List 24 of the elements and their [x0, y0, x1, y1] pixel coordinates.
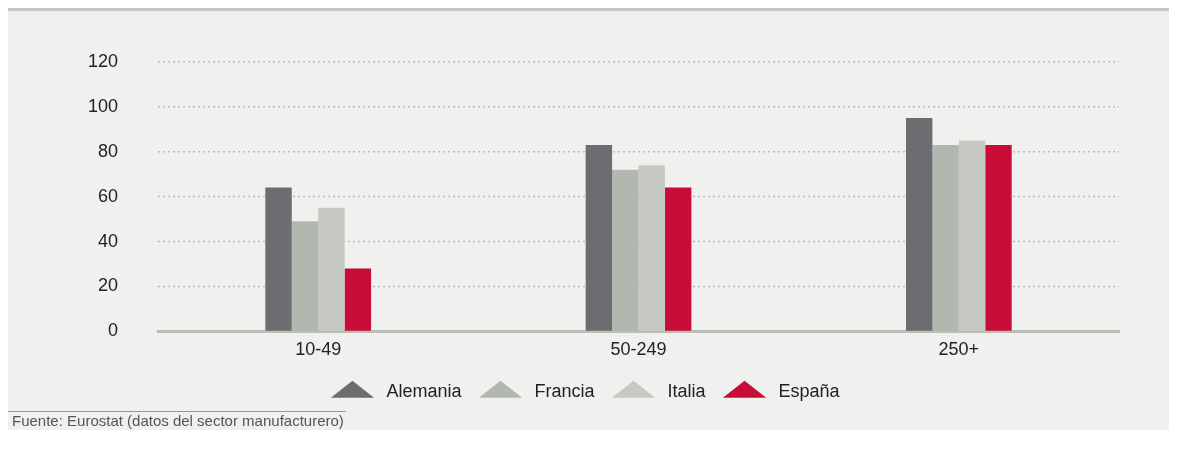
y-tick-label: 80: [98, 140, 119, 161]
legend-label: Italia: [667, 380, 707, 401]
bar: [985, 144, 1012, 331]
y-tick-label: 120: [87, 50, 119, 71]
bar: [638, 165, 665, 331]
legend-label: Francia: [534, 380, 596, 401]
bar: [958, 140, 986, 331]
x-tick-label: 10-49: [295, 339, 342, 360]
bar: [585, 144, 613, 331]
legend-label: España: [778, 380, 841, 401]
bar: [664, 187, 692, 331]
bar: [905, 117, 933, 331]
bar: [318, 207, 345, 331]
y-tick-label: 0: [108, 320, 119, 341]
bar: [265, 187, 292, 331]
legend-label: Alemania: [386, 380, 463, 401]
y-tick-label: 60: [98, 185, 119, 206]
bar: [344, 268, 372, 331]
y-tick-label: 20: [98, 275, 119, 296]
y-tick-label: 40: [98, 230, 119, 251]
source-note: Fuente: Eurostat (datos del sector manufacturero): [8, 411, 346, 429]
x-tick-label: 250+: [938, 339, 980, 360]
x-tick-label: 50-249: [610, 339, 667, 360]
y-tick-label: 100: [87, 95, 119, 116]
